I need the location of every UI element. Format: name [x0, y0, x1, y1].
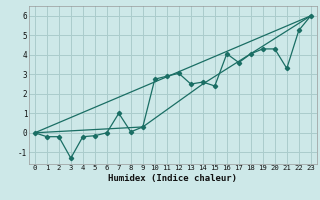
X-axis label: Humidex (Indice chaleur): Humidex (Indice chaleur) [108, 174, 237, 183]
